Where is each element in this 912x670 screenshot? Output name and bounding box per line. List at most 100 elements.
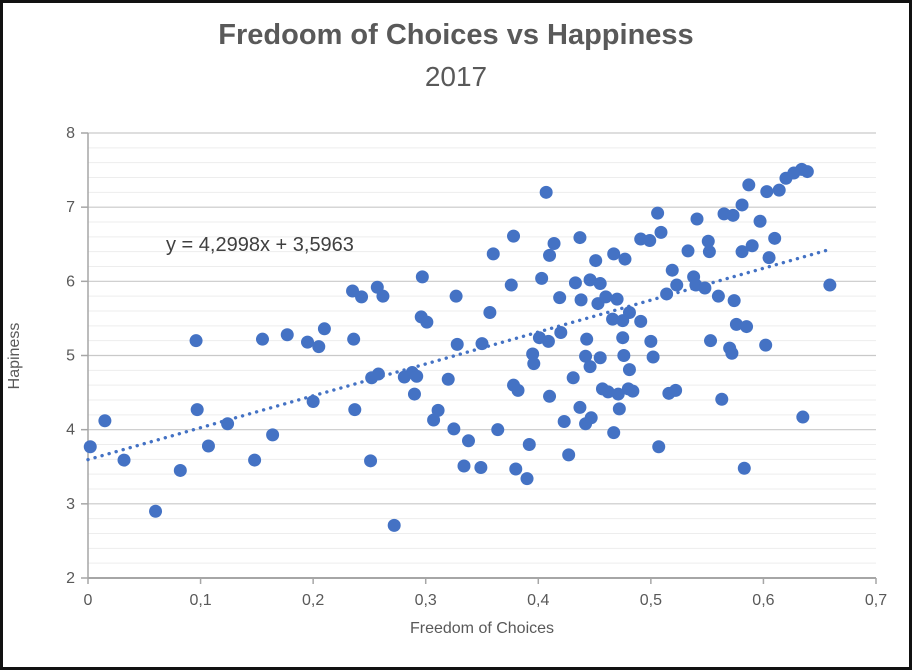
chart-title: Fredoom of Choices vs Happiness [218,19,694,51]
data-point [729,317,743,331]
x-tick-label: 0,7 [865,592,887,609]
data-point [457,459,471,473]
trendline-equation: y = 4,2998x + 3,5963 [166,234,354,256]
data-point [347,332,361,346]
data-point [606,312,620,326]
data-point [654,225,668,239]
data-point [617,349,631,362]
data-point [312,340,326,354]
data-point [644,334,658,348]
data-point [646,350,660,364]
data-point [407,387,421,401]
data-point [255,332,269,346]
data-point [189,334,203,348]
data-point [622,363,636,377]
data-point [547,237,561,251]
data-point [768,231,782,245]
data-point [634,314,648,328]
data-point [593,277,607,291]
x-tick-label: 0,4 [527,592,549,609]
scatter-plot: 2 3 4 5 6 7 8 0 0,1 0,2 0,3 0,4 0,5 0,6 0,7 [66,125,887,609]
data-point [616,331,630,345]
data-point [511,383,525,397]
data-point [725,346,739,360]
data-point [601,385,615,399]
y-tick-label: 6 [66,273,75,290]
data-point [760,185,774,199]
data-point [371,367,385,381]
data-point [221,417,235,431]
data-point [669,383,683,397]
y-tick-label: 3 [66,496,75,513]
data-point [149,504,163,518]
data-point [607,247,621,261]
data-point [745,239,759,253]
data-point [626,384,640,398]
data-point [742,178,756,192]
data-point [652,440,666,454]
y-tick-label: 2 [66,570,75,587]
y-tick-label: 5 [66,348,75,365]
data-point [704,334,718,348]
data-point [248,453,262,467]
data-point [173,463,187,477]
data-point [507,229,521,243]
data-point [611,387,625,401]
data-point [670,278,684,292]
data-point [622,305,636,319]
data-point [607,426,621,440]
data-point [701,234,715,248]
data-point [535,271,549,285]
data-point [317,322,331,336]
data-point [474,460,488,474]
x-tick-label: 0 [84,592,93,609]
data-point [583,273,597,287]
data-point [280,328,294,342]
data-point [554,326,568,340]
data-point [420,315,434,329]
data-point [651,206,665,220]
data-point [483,305,497,319]
data-point [557,415,571,429]
data-point [618,252,632,266]
data-point [610,292,624,306]
y-tick-label: 7 [66,199,75,216]
data-point [796,410,810,424]
data-point [762,251,776,265]
data-point [711,289,725,303]
data-point [441,372,455,386]
data-point [727,294,741,308]
data-point [612,402,626,416]
data-point [475,337,489,351]
data-point [573,400,587,414]
data-point [410,369,424,383]
data-point [579,349,593,363]
data-point [491,423,505,437]
data-point [737,461,751,475]
data-point [702,245,716,259]
x-tick-label: 0,6 [752,592,774,609]
data-point [449,289,463,303]
data-point [735,198,749,212]
data-point [698,281,712,295]
data-point [509,462,523,476]
data-point [348,403,362,417]
data-point [543,248,557,262]
data-point [486,247,500,261]
data-point [450,337,464,351]
data-point [726,208,740,222]
y-tick-label: 8 [66,125,75,142]
data-point [447,422,461,436]
data-point [266,428,280,442]
data-point [301,335,315,349]
x-tick-label: 0,5 [640,592,662,609]
data-point [562,448,576,462]
data-point [568,276,582,290]
x-tick-label: 0,3 [415,592,437,609]
data-point [355,290,369,304]
data-point [566,371,580,385]
data-point [415,270,429,284]
x-tick-label: 0,1 [189,592,211,609]
data-point [553,291,567,305]
